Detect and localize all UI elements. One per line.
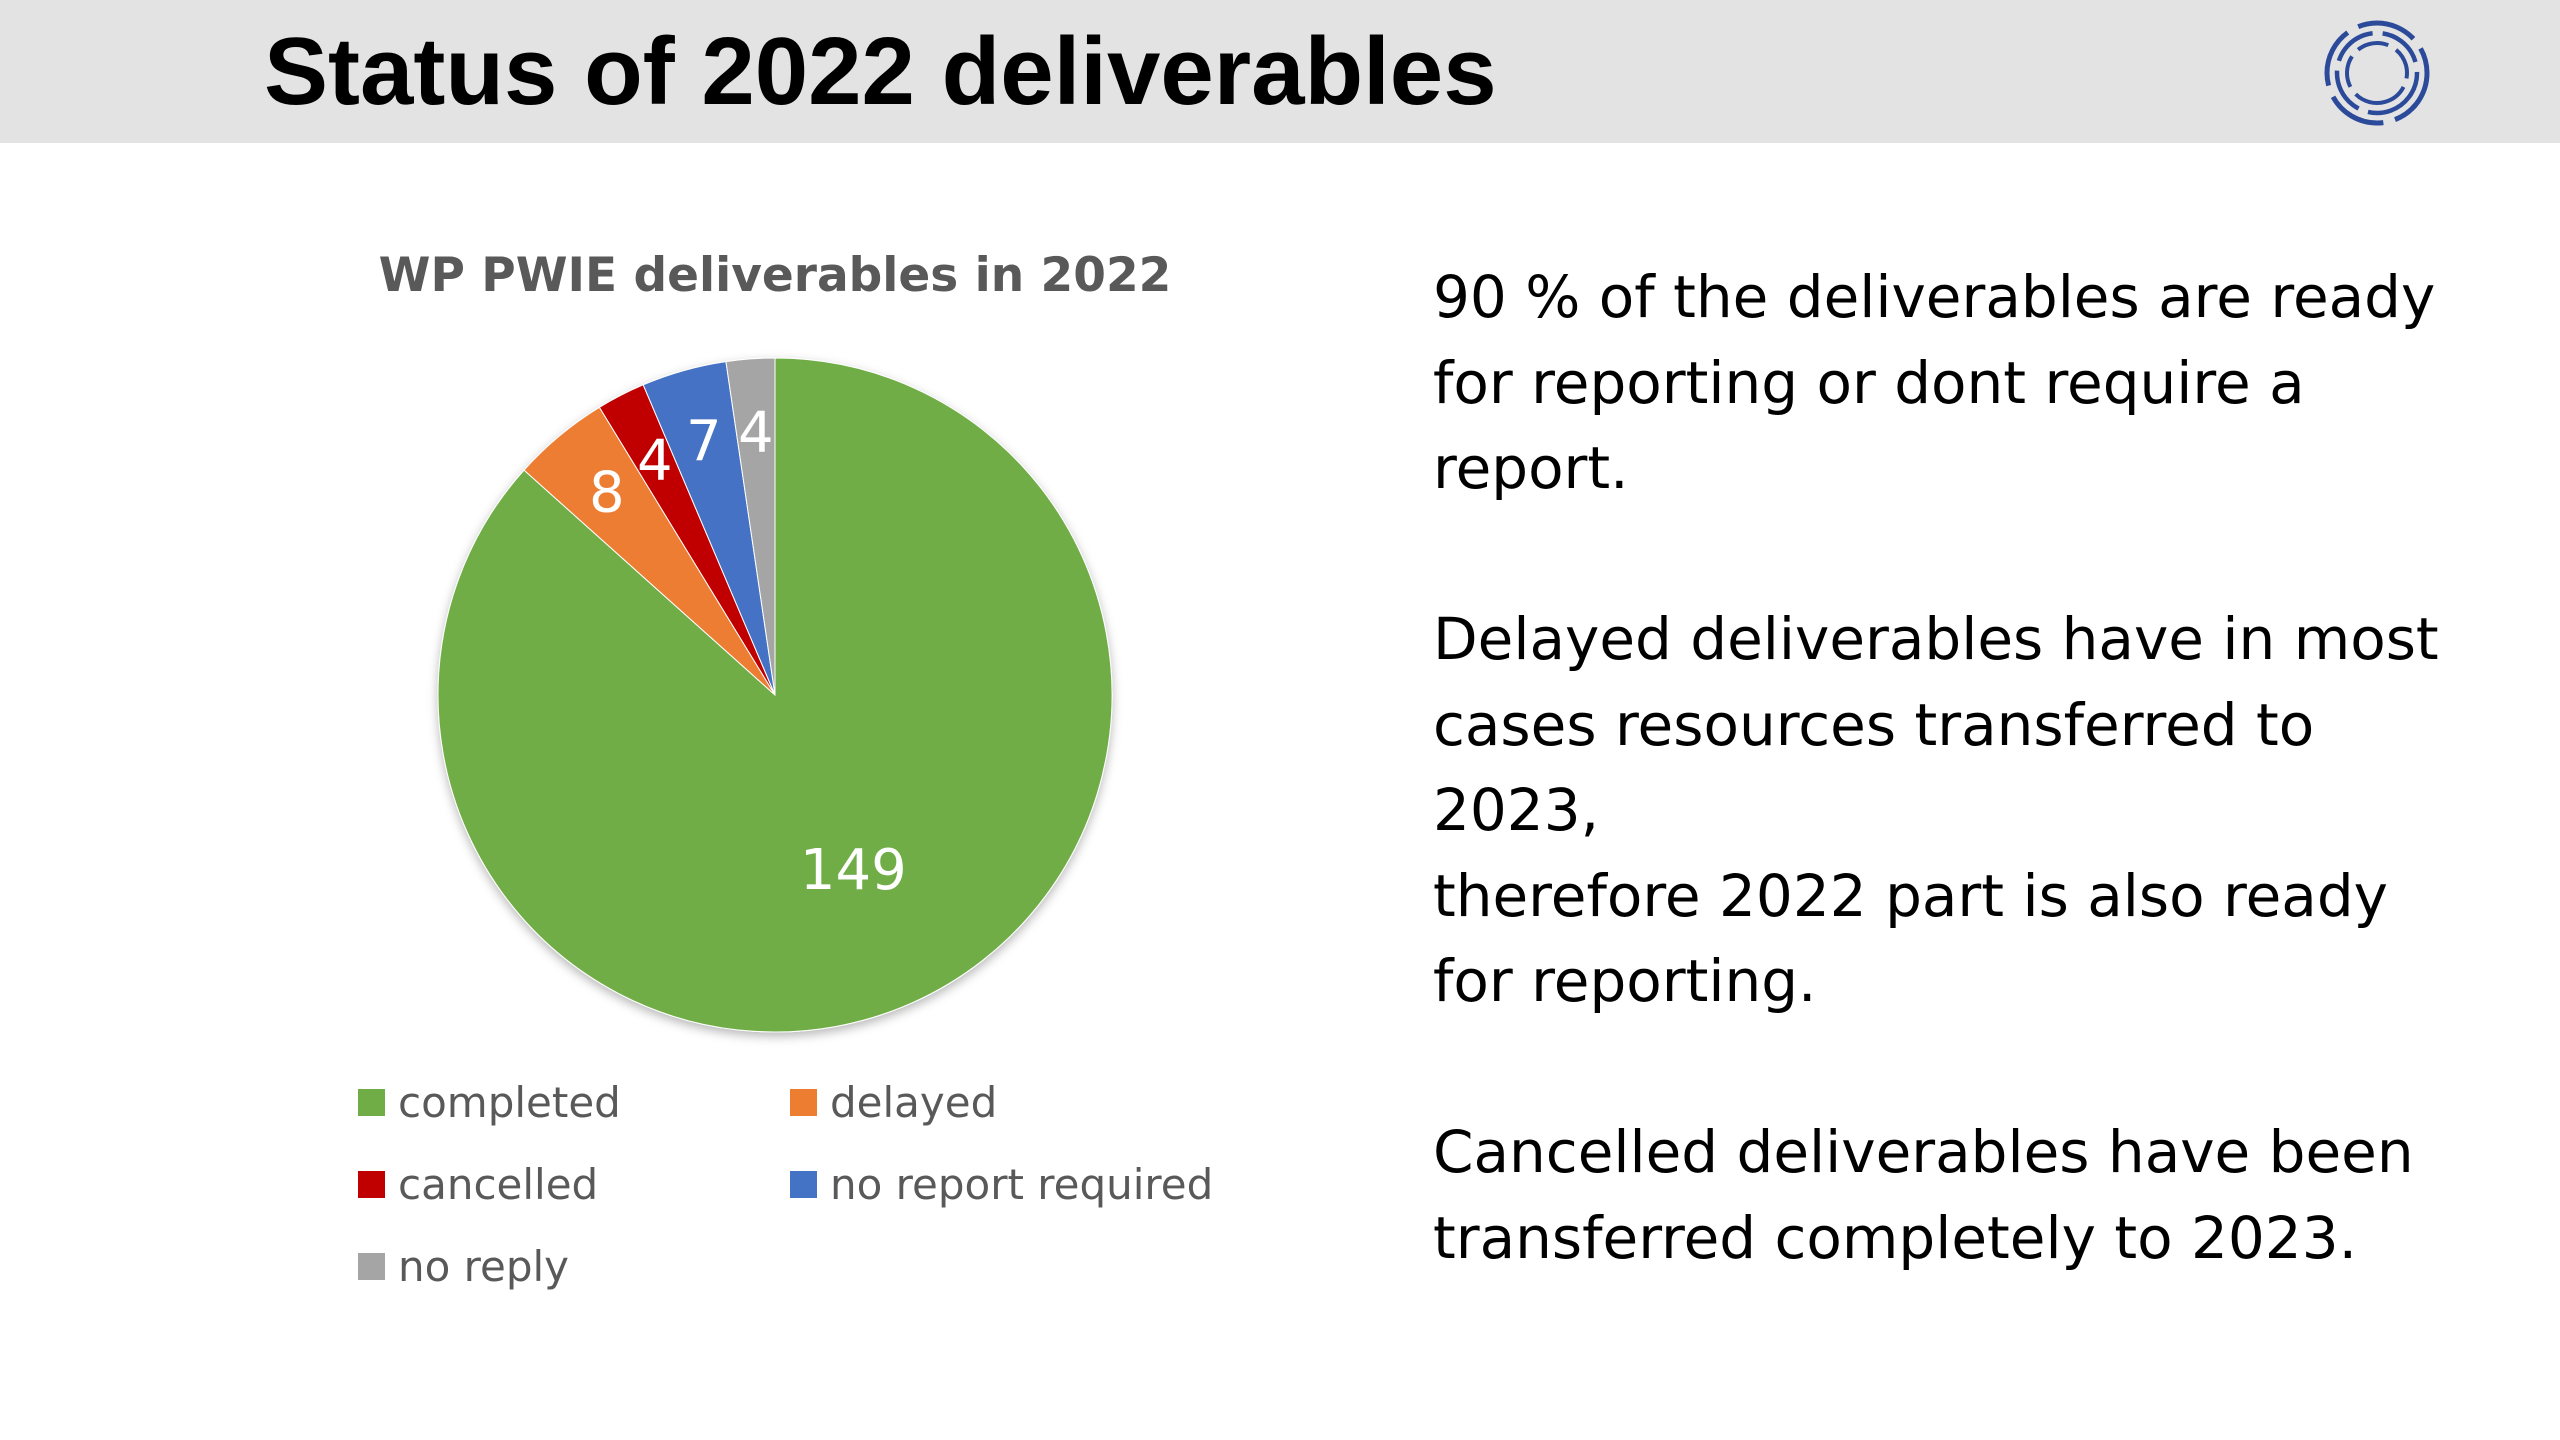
legend-swatch [790,1088,817,1116]
legend-swatch [358,1170,385,1198]
body-paragraph: Cancelled deliverables have been transfer… [1433,1110,2523,1281]
data-label-delayed: 8 [589,460,625,525]
chart-legend: completed delayed cancelled no report requi… [358,1072,1258,1332]
pie-slices [437,357,1113,1033]
data-label-no-report-required: 7 [686,409,722,474]
pie-slice-no-reply [725,357,776,696]
body-line: Delayed deliverables have in most [1433,605,2439,673]
legend-swatch [358,1088,385,1116]
body-line: for reporting. [1433,947,1817,1015]
slide-title: Status of 2022 deliverables [264,18,1497,125]
chart-title: WP PWIE deliverables in 2022 [378,248,1172,303]
legend-label: delayed [830,1077,998,1127]
legend-swatch [790,1170,817,1198]
data-label-completed: 149 [800,838,907,903]
body-line: 2023, [1433,776,1600,844]
body-line: Cancelled deliverables have been [1433,1118,2414,1186]
legend-item-cancelled: cancelled [358,1154,598,1214]
legend-item-delayed: delayed [790,1072,997,1132]
body-line: report. [1433,434,1629,502]
legend-label: cancelled [398,1159,599,1209]
data-label-cancelled: 4 [637,429,673,494]
data-label-no-reply: 4 [738,400,774,465]
legend-swatch [358,1252,385,1280]
legend-item-no-report-required: no report required [790,1154,1213,1214]
body-text: 90 % of the deliverables are ready for re… [1433,255,2523,1281]
body-line: transferred completely to 2023. [1433,1203,2358,1272]
slide-header: Status of 2022 deliverables [0,0,2560,143]
legend-label: no reply [398,1241,570,1291]
body-paragraph: 90 % of the deliverables are ready for re… [1433,255,2523,512]
legend-label: no report required [830,1159,1214,1209]
ring-emblem-icon [2324,20,2430,126]
body-paragraph: Delayed deliverables have in most cases r… [1433,597,2523,1025]
legend-item-no-reply: no reply [358,1236,569,1296]
legend-item-completed: completed [358,1072,621,1132]
legend-label: completed [398,1077,621,1127]
body-line: for reporting or dont require a [1433,348,2305,417]
body-line: 90 % of the deliverables are ready [1433,263,2436,331]
body-line: therefore 2022 part is also ready [1433,861,2388,930]
body-line: cases resources transferred to [1433,690,2315,759]
